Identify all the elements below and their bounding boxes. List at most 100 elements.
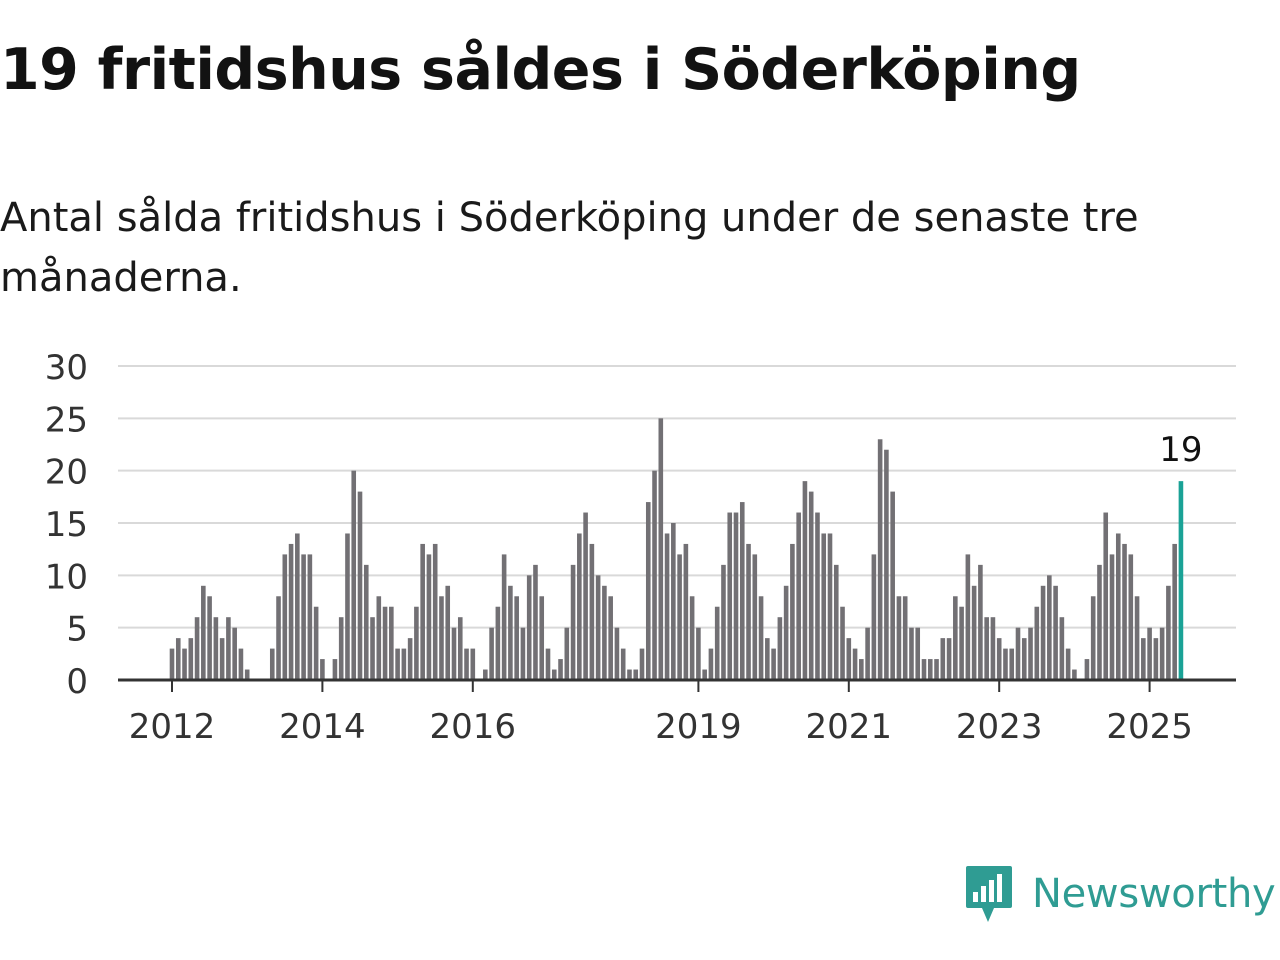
bar [470, 648, 476, 680]
bar [639, 648, 645, 680]
y-tick-label: 20 [45, 453, 88, 493]
bar [896, 596, 902, 680]
bar [990, 617, 996, 680]
bar [389, 606, 394, 680]
bar [946, 638, 952, 680]
bar [909, 627, 914, 680]
bar [664, 533, 670, 680]
bar [345, 533, 350, 680]
bar [965, 554, 971, 680]
bar [978, 564, 983, 680]
bar [1065, 648, 1071, 680]
bar [570, 564, 576, 680]
bar [1047, 575, 1052, 680]
bar [802, 481, 808, 680]
bar [602, 585, 607, 680]
bar [884, 449, 889, 680]
bar [815, 512, 820, 680]
bar [357, 491, 363, 680]
bar [683, 543, 689, 680]
bar [733, 512, 739, 680]
bar [915, 627, 921, 680]
bar [758, 596, 764, 680]
bar [238, 648, 244, 680]
bar [420, 543, 425, 680]
bar [808, 491, 814, 680]
bar [533, 564, 538, 680]
bar [219, 638, 225, 680]
bar [545, 648, 551, 680]
bar [508, 585, 513, 680]
bar [953, 596, 958, 680]
bar [1109, 554, 1115, 680]
bar [645, 502, 651, 680]
bar [295, 533, 300, 680]
bar [727, 512, 733, 680]
bar [971, 585, 977, 680]
brand-name: Newsworthy [1032, 871, 1276, 917]
bar [226, 617, 231, 680]
bar [877, 439, 883, 680]
bar [627, 669, 632, 680]
bar [940, 638, 946, 680]
bar [269, 648, 275, 680]
bar [1053, 585, 1058, 680]
bar [1128, 554, 1134, 680]
chart-title: 19 fritidshus såldes i Söderköping [0, 37, 1081, 103]
bar [652, 470, 657, 680]
bar [370, 617, 375, 680]
bar [739, 502, 745, 680]
bar [1015, 627, 1021, 680]
bar [783, 585, 789, 680]
bar [1134, 596, 1140, 680]
bar [464, 648, 469, 680]
bar [232, 627, 237, 680]
bar [564, 627, 570, 680]
bar [1103, 512, 1109, 680]
bar [188, 638, 194, 680]
bar [426, 554, 432, 680]
bar [194, 617, 200, 680]
bar [213, 617, 219, 680]
bar [558, 659, 563, 680]
bar [746, 543, 751, 680]
bar [457, 617, 463, 680]
x-tick-label: 2012 [129, 707, 216, 747]
bar [1172, 543, 1177, 680]
bar [577, 533, 582, 680]
brand-logo[interactable]: Newsworthy [964, 864, 1276, 924]
bar [395, 648, 400, 680]
bar [439, 596, 444, 680]
bar [169, 648, 175, 680]
bar [320, 659, 325, 680]
bar [721, 564, 726, 680]
bar [201, 585, 206, 680]
bar [276, 596, 281, 680]
x-tick-label: 2023 [956, 707, 1043, 747]
bar [1059, 617, 1065, 680]
bar [984, 617, 989, 680]
bar [840, 606, 845, 680]
bar [959, 606, 964, 680]
bar [307, 554, 313, 680]
y-tick-label: 5 [66, 610, 88, 650]
bar [702, 669, 707, 680]
bar [514, 596, 519, 680]
bar [714, 606, 720, 680]
bar [363, 564, 369, 680]
bar [489, 627, 494, 680]
bar [821, 533, 827, 680]
bar [865, 627, 870, 680]
bar [401, 648, 407, 680]
bar [451, 627, 457, 680]
bar [902, 596, 908, 680]
bar [934, 659, 939, 680]
bar [677, 554, 682, 680]
bar [1159, 627, 1165, 680]
bar [1147, 627, 1152, 680]
bar [1028, 627, 1033, 680]
bar [551, 669, 557, 680]
x-tick-label: 2025 [1106, 707, 1193, 747]
bar [1090, 596, 1096, 680]
bar [595, 575, 601, 680]
